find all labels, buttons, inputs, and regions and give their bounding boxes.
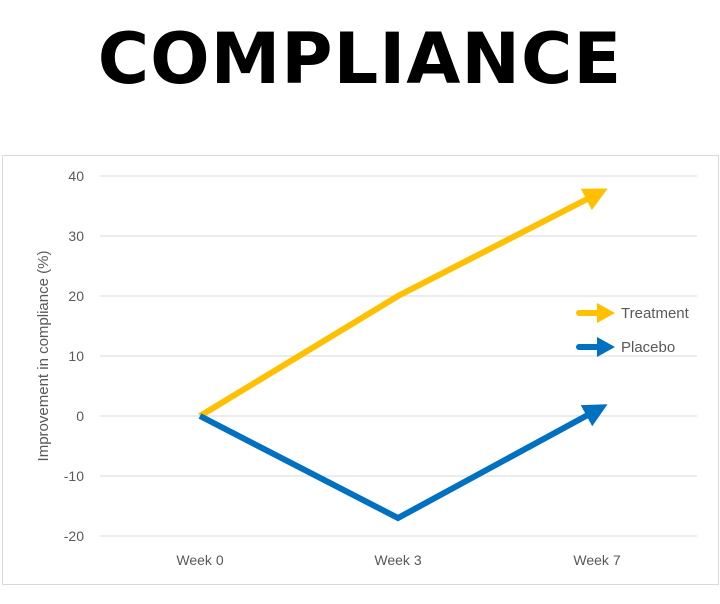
y-tick-label: 40 — [68, 168, 84, 184]
y-tick-label: 30 — [68, 228, 84, 244]
legend-arrow-icon — [597, 337, 615, 357]
y-tick-label: 0 — [76, 408, 84, 424]
x-tick-label: Week 7 — [573, 552, 620, 568]
legend-label: Placebo — [621, 339, 675, 356]
page-title: COMPLIANCE — [97, 18, 623, 100]
legend-label: Treatment — [621, 305, 690, 322]
y-tick-label: -10 — [64, 468, 84, 484]
y-tick-label: 20 — [68, 288, 84, 304]
x-tick-label: Week 3 — [374, 552, 421, 568]
y-tick-label: -20 — [64, 528, 84, 544]
y-axis-label: Improvement in compliance (%) — [35, 251, 52, 462]
series-line-treatment — [198, 188, 608, 419]
legend-arrow-icon — [597, 303, 615, 323]
x-tick-label: Week 0 — [176, 552, 223, 568]
y-tick-label: 10 — [68, 348, 84, 364]
chart-frame — [2, 155, 719, 585]
series-line-placebo — [198, 404, 608, 522]
